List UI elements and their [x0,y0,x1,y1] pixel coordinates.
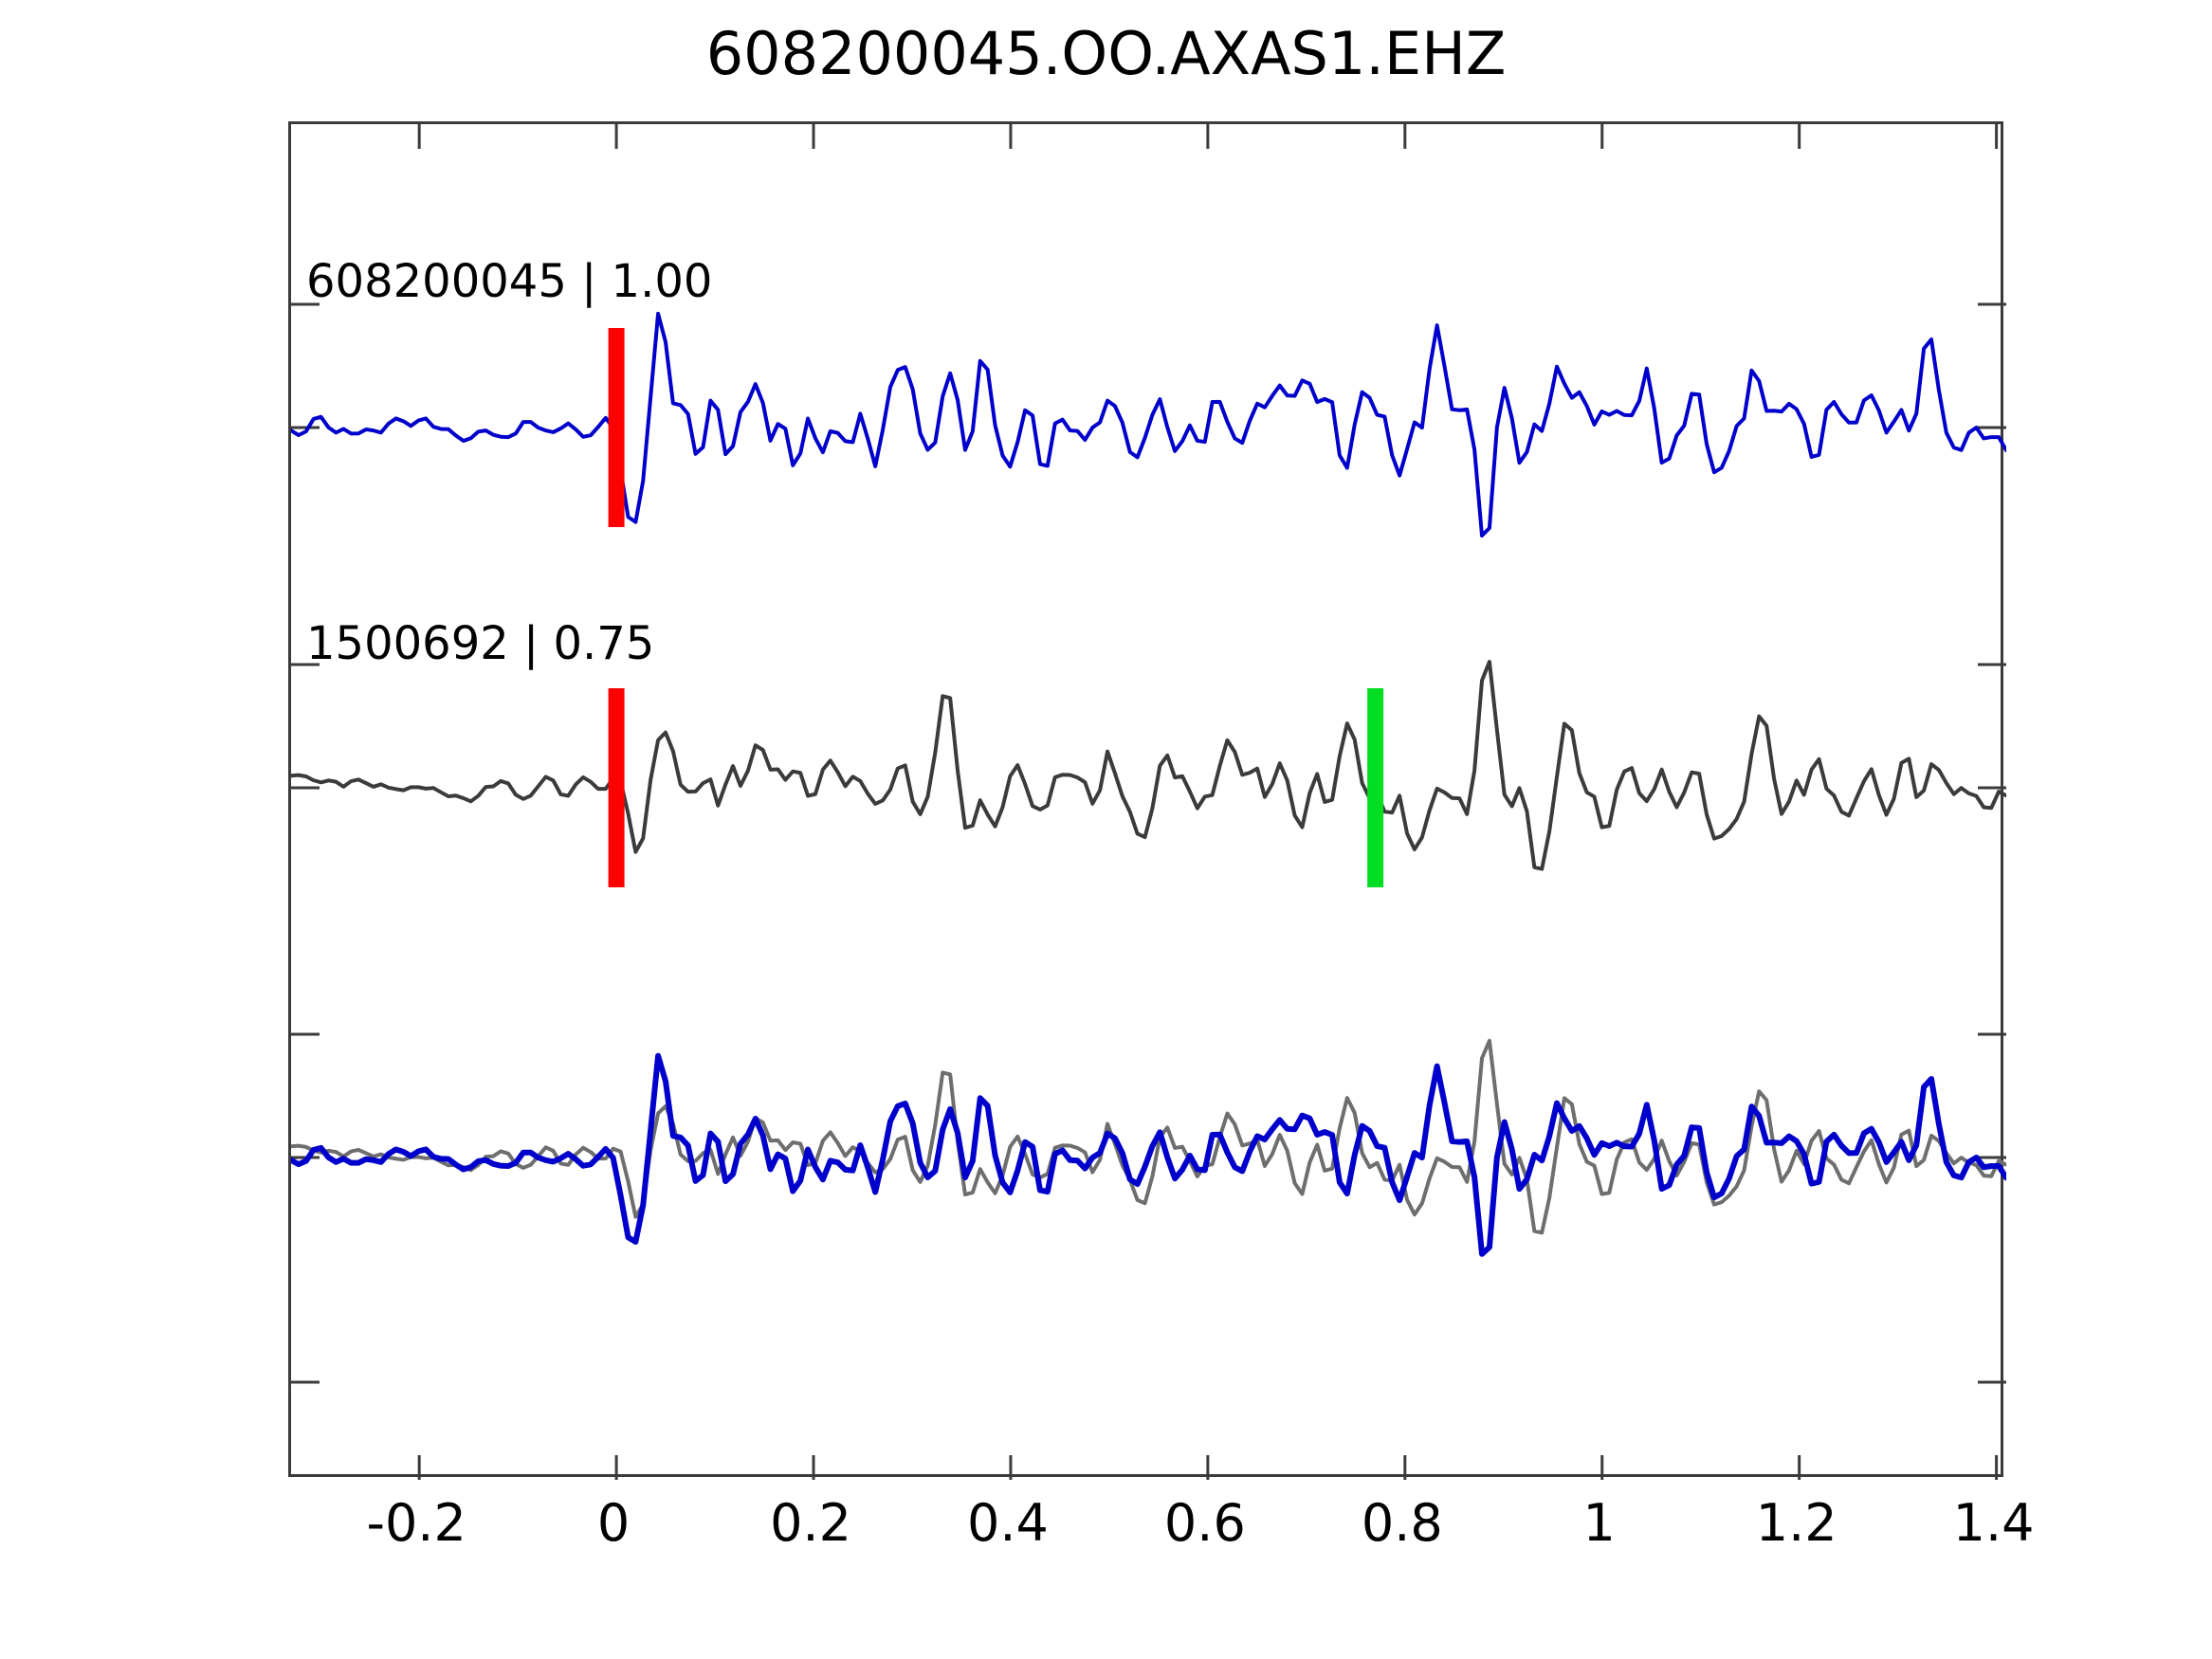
trace-label-detection: 1500692 | 0.75 [306,617,655,670]
x-axis-tick-label: 0.6 [1163,1493,1246,1553]
x-axis-tick-label: 0 [596,1493,631,1553]
x-axis-tick-label: 1.2 [1755,1493,1837,1553]
plot-area: 608200045 | 1.00 1500692 | 0.75 [288,121,2006,1480]
page-title: 608200045.OO.AXAS1.EHZ [705,19,1507,88]
x-axis-tick-label: 0.2 [770,1493,851,1553]
x-axis-tick-label: 0.8 [1361,1493,1443,1553]
x-axis-tick-label: -0.2 [366,1493,466,1553]
x-axis-tick-labels: -0.2 0 0.2 0.4 0.6 0.8 1 1.2 1.4 [288,1493,2034,1569]
x-axis-tick-label: 0.4 [966,1493,1049,1553]
waveform-canvas [291,124,2006,1480]
trace-label-template: 608200045 | 1.00 [306,255,713,308]
waveform-overlay-blue [291,1052,2006,1257]
waveform-template-blue [291,311,2006,538]
x-axis-tick-label: 1.4 [1952,1493,2035,1553]
waveform-detection-gray [291,660,2006,871]
x-axis-tick-label: 1 [1582,1493,1616,1553]
waveform-overlay-gray [291,1038,2006,1235]
